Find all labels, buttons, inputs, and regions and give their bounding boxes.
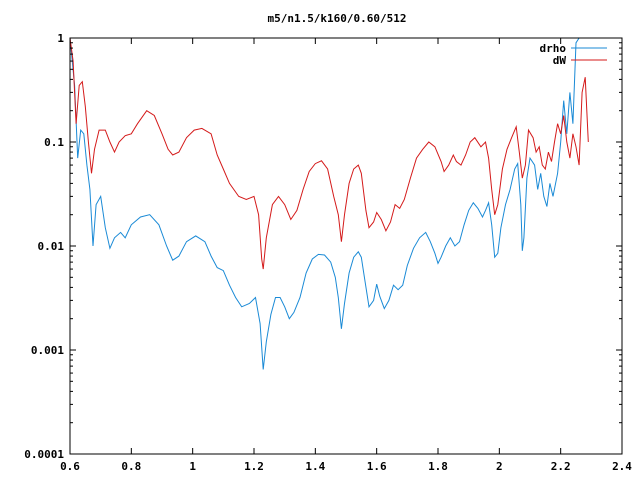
y-tick-label: 0.1 [44, 136, 64, 149]
y-tick-label: 0.01 [38, 240, 65, 253]
x-tick-label: 1.2 [244, 460, 264, 473]
tick-layer: 0.6 0.8 1 1.2 1.4 1.6 1.8 2 2.2 2.4 1 0.1 0.01 0.001 0… [24, 32, 632, 473]
legend-label-drho: drho [540, 42, 567, 55]
x-tick-label: 2 [496, 460, 503, 473]
legend-label-dW: dW [553, 54, 567, 67]
series-line-dW [70, 38, 589, 270]
series-layer [70, 38, 589, 370]
x-tick-label: 2.2 [551, 460, 571, 473]
series-line-drho [70, 38, 580, 370]
x-tick-label: 1 [189, 460, 196, 473]
y-tick-label: 0.0001 [24, 448, 64, 461]
chart-title: m5/n1.5/k160/0.60/512 [267, 12, 406, 25]
x-tick-label: 0.8 [121, 460, 141, 473]
x-tick-label: 1.8 [428, 460, 448, 473]
y-tick-label: 0.001 [31, 344, 64, 357]
x-tick-label: 0.6 [60, 460, 80, 473]
x-tick-label: 1.4 [305, 460, 325, 473]
x-tick-label: 1.6 [367, 460, 387, 473]
y-tick-label: 1 [57, 32, 64, 45]
x-tick-label: 2.4 [612, 460, 632, 473]
